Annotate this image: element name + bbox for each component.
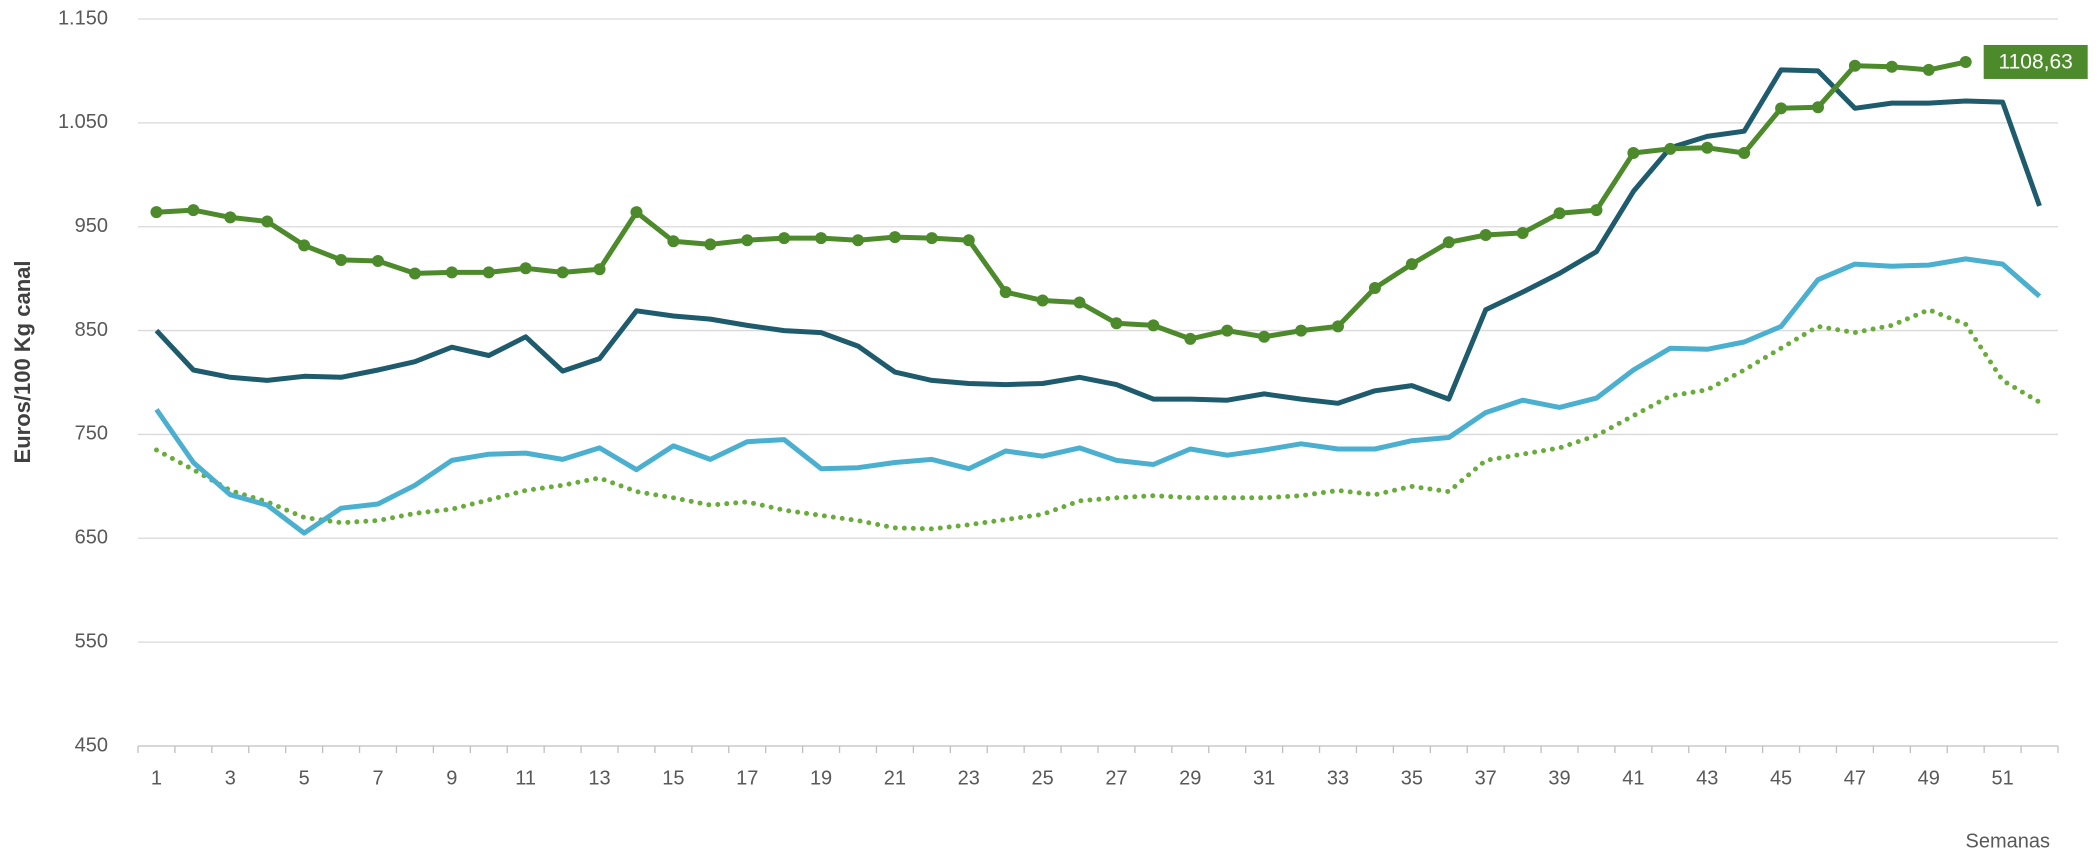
- x-tick-label: 7: [372, 767, 383, 789]
- series-marker: [519, 262, 532, 275]
- y-tick-label: 950: [75, 215, 108, 237]
- x-tick-label: 13: [588, 767, 610, 789]
- x-tick-label: 15: [662, 767, 684, 789]
- x-tick-label: 1: [151, 767, 162, 789]
- data-label-box: [1983, 44, 2088, 79]
- series-marker: [1073, 296, 1086, 309]
- series-line: [154, 67, 2042, 406]
- x-tick-label: 29: [1179, 767, 1201, 789]
- series-marker: [1885, 60, 1898, 73]
- series-marker: [704, 238, 717, 251]
- series-marker: [1848, 59, 1861, 72]
- series-marker: [150, 206, 163, 219]
- x-tick-label: 11: [515, 767, 536, 789]
- series-marker: [372, 254, 384, 267]
- x-tick-label: 49: [1918, 767, 1940, 789]
- series-marker: [1553, 207, 1566, 220]
- x-tick-label: 25: [1031, 767, 1053, 789]
- series-marker: [1627, 146, 1640, 159]
- series-marker: [298, 239, 311, 252]
- x-tick-label: 19: [810, 767, 832, 789]
- series-marker: [888, 231, 901, 244]
- series-marker: [1036, 294, 1049, 307]
- y-tick-label: 450: [75, 734, 108, 756]
- series-marker: [261, 215, 274, 228]
- series-marker: [1959, 55, 1972, 68]
- series-marker: [962, 234, 975, 247]
- x-tick-label: 37: [1475, 767, 1497, 789]
- x-tick-label: 23: [958, 767, 980, 789]
- series-marker: [1775, 102, 1788, 115]
- x-tick-label: 31: [1253, 767, 1275, 789]
- y-tick-label: 850: [75, 319, 108, 341]
- x-tick-label: 41: [1622, 767, 1644, 789]
- x-tick-label: 5: [299, 767, 310, 789]
- x-tick-label: 43: [1696, 767, 1718, 789]
- series-marker: [482, 266, 495, 279]
- y-tick-label: 550: [75, 630, 108, 652]
- x-tick-label: 33: [1327, 767, 1349, 789]
- series-marker: [1479, 229, 1492, 242]
- series-marker: [1258, 330, 1271, 343]
- series-marker: [335, 253, 348, 266]
- x-tick-label: 39: [1548, 767, 1570, 789]
- series-marker: [925, 232, 938, 245]
- series-marker: [408, 267, 421, 280]
- series-marker: [1221, 324, 1234, 337]
- series-marker: [1332, 320, 1344, 333]
- series-marker: [224, 211, 237, 224]
- series-marker: [741, 234, 754, 247]
- series-marker: [1738, 146, 1751, 159]
- x-tick-label: 27: [1105, 767, 1127, 789]
- series-marker: [630, 206, 643, 219]
- series-marker: [593, 263, 606, 276]
- x-tick-label: 3: [225, 767, 236, 789]
- x-tick-label: 35: [1401, 767, 1423, 789]
- series-marker: [999, 286, 1012, 299]
- series-marker: [667, 235, 680, 248]
- series-marker: [1812, 101, 1824, 114]
- series-marker: [1442, 236, 1455, 249]
- x-tick-label: 9: [446, 767, 457, 789]
- y-tick-label: 1.050: [58, 111, 108, 133]
- y-tick-label: 750: [75, 423, 108, 445]
- series-line: [154, 256, 2042, 536]
- series-marker: [1405, 258, 1418, 271]
- data-label: 1108,63: [1999, 51, 2073, 74]
- x-tick-label: 47: [1844, 767, 1866, 789]
- series-line: [156, 59, 1967, 342]
- x-tick-label: 17: [736, 767, 758, 789]
- x-tick-label: 21: [884, 767, 906, 789]
- series-marker: [187, 204, 200, 217]
- series-marker: [1516, 226, 1529, 239]
- series-marker: [815, 232, 828, 245]
- y-tick-label: 650: [75, 527, 108, 549]
- series-marker: [852, 234, 864, 247]
- x-tick-label: 51: [1991, 767, 2013, 789]
- series-marker: [1701, 141, 1714, 154]
- series-marker: [445, 266, 458, 279]
- series-marker: [1295, 324, 1308, 337]
- x-tick-label: 45: [1770, 767, 1792, 789]
- series-marker: [556, 266, 569, 279]
- y-tick-label: 1.150: [58, 7, 108, 29]
- series-marker: [1110, 317, 1123, 330]
- series-marker: [778, 232, 791, 245]
- y-axis-title: Euros/100 Kg canal: [10, 261, 35, 464]
- x-axis-title: Semanas: [1966, 830, 2051, 852]
- series-marker: [1664, 142, 1677, 155]
- series-marker: [1184, 332, 1197, 345]
- series-marker: [1368, 281, 1381, 294]
- series-marker: [1922, 63, 1935, 76]
- series-line: [154, 307, 2042, 532]
- series-marker: [1147, 319, 1160, 332]
- series-marker: [1590, 204, 1603, 217]
